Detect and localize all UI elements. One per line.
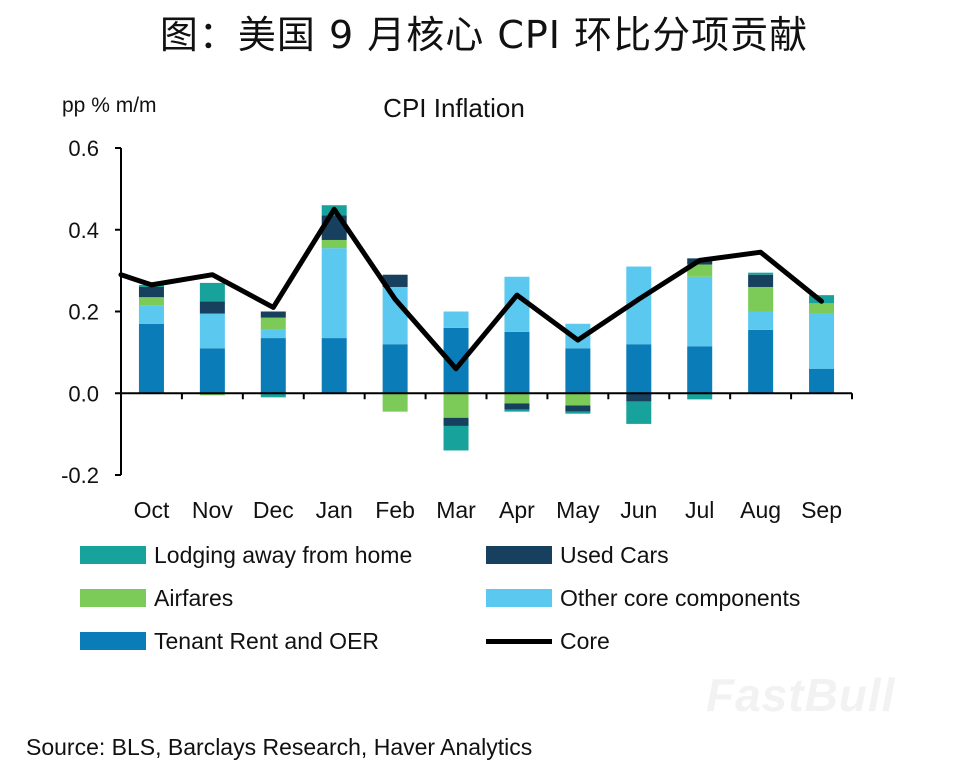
bars-layer [138, 205, 835, 451]
bar-nov-series-4 [199, 282, 225, 302]
bar-sep-series-1 [809, 313, 835, 369]
legend-item-core: Core [486, 626, 610, 656]
bar-jul-series-2 [687, 264, 713, 277]
legend-swatch-airfares [80, 589, 146, 607]
legend-item-other-core: Other core components [486, 583, 800, 613]
legend-swatch-other-core [486, 589, 552, 607]
bar-feb-series-2 [382, 393, 408, 412]
x-tick-label-apr: Apr [499, 497, 535, 523]
bar-feb-series-0 [382, 344, 408, 394]
legend-label-airfares: Airfares [154, 584, 234, 611]
bar-aug-series-3 [748, 274, 774, 287]
bar-apr-series-2 [504, 393, 530, 404]
bar-dec-series-2 [260, 317, 286, 330]
watermark-logo: FastBull [706, 669, 896, 721]
bar-nov-series-2 [199, 393, 225, 396]
x-tick-label-jul: Jul [685, 497, 714, 523]
x-tick-label-nov: Nov [192, 497, 233, 523]
legend-label-used-cars: Used Cars [560, 541, 669, 568]
x-tick-label-jun: Jun [620, 497, 657, 523]
bar-dec-series-3 [260, 311, 286, 318]
y-tick-label: 0.4 [68, 218, 99, 243]
x-tick-label-sep: Sep [801, 497, 842, 523]
legend-swatch-lodging [80, 546, 146, 564]
x-tick-label-jan: Jan [316, 497, 353, 523]
x-tick-label-mar: Mar [436, 497, 476, 523]
legend-label-lodging: Lodging away from home [154, 541, 413, 568]
bar-may-series-0 [565, 348, 591, 394]
bar-may-series-4 [565, 411, 591, 414]
legend-item-rent-oer: Tenant Rent and OER [80, 626, 379, 656]
chart-title: CPI Inflation [383, 93, 525, 123]
bar-jun-series-3 [626, 393, 652, 402]
bar-sep-series-2 [809, 303, 835, 314]
bar-aug-series-1 [748, 311, 774, 330]
y-tick-label: -0.2 [61, 463, 99, 488]
y-axis-label: pp % m/m [62, 94, 157, 117]
bar-sep-series-0 [809, 368, 835, 394]
bar-jun-series-0 [626, 344, 652, 394]
legend-line-core [486, 638, 552, 644]
bar-dec-series-1 [260, 329, 286, 339]
x-tick-label-feb: Feb [375, 497, 415, 523]
bar-may-series-3 [565, 405, 591, 412]
bar-jul-series-4 [687, 393, 713, 400]
legend: Lodging away from home Used Cars Airfare… [80, 536, 880, 666]
bar-aug-series-2 [748, 286, 774, 312]
legend-swatch-used-cars [486, 546, 552, 564]
x-tick-label-may: May [556, 497, 600, 523]
legend-item-airfares: Airfares [80, 583, 233, 613]
bar-may-series-2 [565, 393, 591, 406]
bar-nov-series-3 [199, 301, 225, 314]
bar-jan-series-1 [321, 248, 347, 339]
bar-oct-series-3 [138, 286, 164, 298]
core-line-layer [118, 206, 824, 372]
bar-oct-series-0 [138, 323, 164, 394]
core-line [118, 206, 824, 372]
bar-apr-series-3 [504, 403, 530, 410]
bar-aug-series-4 [748, 272, 774, 275]
bar-jan-series-2 [321, 239, 347, 249]
bar-dec-series-0 [260, 338, 286, 394]
bar-dec-series-4 [260, 393, 286, 398]
bar-apr-series-4 [504, 409, 530, 412]
bar-jul-series-1 [687, 276, 713, 347]
bar-oct-series-1 [138, 305, 164, 324]
axes-layer: -0.2 0.0 0.2 0.4 0.6 Oct Nov Dec Jan Feb Mar Apr May… [61, 136, 853, 523]
bar-mar-series-4 [443, 425, 469, 451]
legend-swatch-rent-oer [80, 632, 146, 650]
legend-label-core: Core [560, 627, 610, 654]
legend-label-other-core: Other core components [560, 584, 801, 611]
y-tick-label: 0.0 [68, 381, 99, 406]
bar-oct-series-2 [138, 297, 164, 306]
bar-mar-series-1 [443, 311, 469, 328]
y-tick-label: 0.6 [68, 136, 99, 161]
page-title: 图：美国 9 月核心 CPI 环比分项贡献 [159, 13, 809, 57]
legend-item-lodging: Lodging away from home [80, 540, 412, 570]
bar-mar-series-2 [443, 393, 469, 418]
bar-apr-series-0 [504, 331, 530, 394]
x-tick-label-aug: Aug [740, 497, 781, 523]
source-note: Source: BLS, Barclays Research, Haver An… [26, 734, 533, 760]
bar-mar-series-3 [443, 417, 469, 426]
x-tick-label-oct: Oct [134, 497, 170, 523]
bar-aug-series-0 [748, 329, 774, 394]
bar-jun-series-4 [626, 401, 652, 424]
bar-nov-series-1 [199, 313, 225, 349]
legend-item-used-cars: Used Cars [486, 540, 669, 570]
bar-feb-series-3 [382, 274, 408, 287]
bar-jul-series-0 [687, 346, 713, 394]
y-tick-label: 0.2 [68, 300, 99, 325]
legend-label-rent-oer: Tenant Rent and OER [154, 627, 380, 654]
x-tick-label-dec: Dec [253, 497, 294, 523]
bar-nov-series-0 [199, 348, 225, 394]
bar-jan-series-0 [321, 338, 347, 394]
